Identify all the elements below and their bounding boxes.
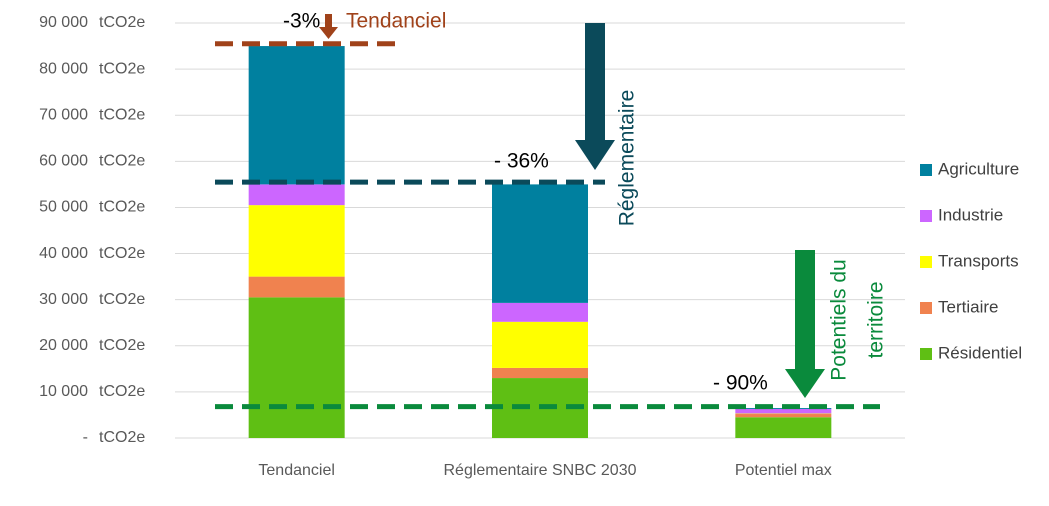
bar-segment — [248, 205, 345, 277]
legend-label: Industrie — [938, 205, 1003, 224]
legend-label: Tertiaire — [938, 297, 998, 316]
reference-lines — [215, 41, 880, 410]
x-tick-label: Tendanciel — [258, 462, 335, 479]
y-tick-unit: tCO2e — [99, 14, 145, 31]
x-tick-label: Réglementaire SNBC 2030 — [443, 462, 637, 479]
y-tick-label: 70 000 — [39, 106, 88, 123]
bar-segment — [248, 297, 345, 438]
y-tick-label: - — [83, 429, 88, 446]
y-tick-label: 50 000 — [39, 199, 88, 216]
legend-label: Agriculture — [938, 159, 1019, 178]
legend-label: Résidentiel — [938, 343, 1022, 362]
y-tick-label: 60 000 — [39, 153, 88, 170]
bar-segment — [248, 276, 345, 298]
bar-segment — [248, 184, 345, 206]
arrow — [319, 14, 338, 39]
annotation: Réglementaire — [616, 90, 639, 227]
bar-segment — [492, 367, 588, 379]
bar-segment — [735, 417, 832, 438]
annotation: Potentiels du — [828, 259, 851, 380]
bar-segment — [735, 408, 832, 414]
annotation: territoire — [865, 281, 888, 358]
y-tick-label: 40 000 — [39, 245, 88, 262]
y-tick-unit: tCO2e — [99, 291, 145, 308]
y-tick-label: 80 000 — [39, 60, 88, 77]
bar-segment — [248, 46, 345, 185]
bar-segment — [735, 414, 832, 418]
legend-swatch — [920, 256, 932, 268]
legend-label: Transports — [938, 251, 1019, 270]
y-tick-unit: tCO2e — [99, 153, 145, 170]
legend-swatch — [920, 164, 932, 176]
y-tick-unit: tCO2e — [99, 383, 145, 400]
y-tick-label: 30 000 — [39, 291, 88, 308]
annotation: Tendanciel — [346, 10, 446, 33]
legend: Résidentiel Tertiaire Transports Industrie A… — [920, 159, 1022, 362]
annotation: -3% — [283, 10, 320, 33]
arrow — [575, 23, 615, 170]
annotation: - 90% — [713, 372, 768, 395]
arrow — [785, 250, 825, 398]
bars — [248, 46, 832, 438]
y-tick-unit: tCO2e — [99, 60, 145, 77]
y-tick-label: 10 000 — [39, 383, 88, 400]
y-tick-unit: tCO2e — [99, 429, 145, 446]
y-tick-unit: tCO2e — [99, 337, 145, 354]
legend-swatch — [920, 210, 932, 222]
annotation: - 36% — [494, 150, 549, 173]
bar-segment — [492, 321, 588, 368]
y-tick-unit: tCO2e — [99, 106, 145, 123]
y-tick-unit: tCO2e — [99, 199, 145, 216]
bar-segment — [492, 302, 588, 322]
y-tick-label: 90 000 — [39, 14, 88, 31]
x-tick-label: Potentiel max — [734, 462, 832, 479]
y-tick-label: 20 000 — [39, 337, 88, 354]
legend-swatch — [920, 302, 932, 314]
legend-swatch — [920, 348, 932, 360]
y-tick-unit: tCO2e — [99, 245, 145, 262]
bar-segment — [492, 184, 588, 303]
